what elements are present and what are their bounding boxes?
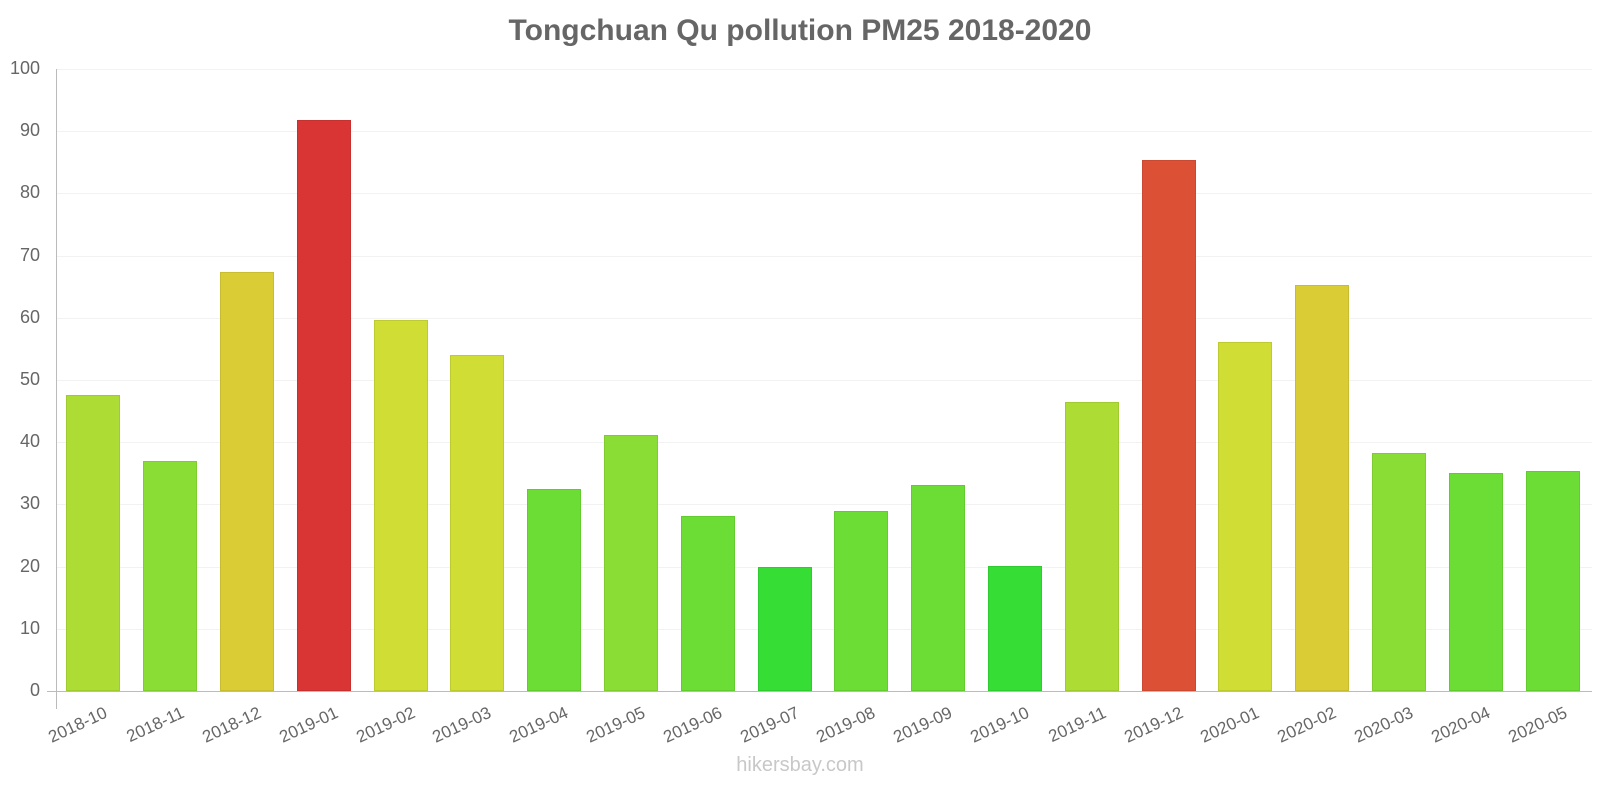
bar-2020-02[interactable] [1295,284,1350,691]
chart-title: Tongchuan Qu pollution PM25 2018-2020 [508,14,1092,47]
x-tick-label: 2020-01 [1197,703,1263,747]
bar-2019-04[interactable] [527,488,582,691]
gridline [56,131,1592,133]
x-tick-label: 2020-02 [1274,703,1340,747]
bar-2019-06[interactable] [680,516,735,691]
x-tick-label: 2019-08 [813,703,879,747]
bar-2019-11[interactable] [1064,401,1119,691]
x-tick-label: 2019-02 [353,703,418,747]
bar-2020-03[interactable] [1372,452,1426,691]
x-tick-label: 2019-04 [506,703,572,747]
x-tick-label: 2019-10 [967,703,1033,747]
x-tick-label: 2018-11 [123,703,188,747]
x-axis-line [47,691,1592,692]
bar-2018-11[interactable] [143,460,198,691]
y-tick-label: 80 [19,182,40,203]
x-tick-label: 2018-12 [199,703,265,747]
bar-2019-02[interactable] [373,320,428,691]
gridline [56,380,1592,381]
x-tick-label: 2020-03 [1351,703,1417,747]
gridline [56,504,1592,506]
bar-2018-10[interactable] [66,394,121,691]
x-tick-label: 2019-09 [890,703,956,747]
y-tick-label: 60 [19,306,40,327]
watermark: hikersbay.com [736,754,864,776]
gridline [56,566,1592,568]
bar-2018-12[interactable] [220,271,274,691]
gridline [56,442,1592,444]
bar-2020-04[interactable] [1448,473,1503,691]
bar-2019-09[interactable] [911,485,966,691]
y-tick-label: 20 [19,555,40,576]
gridline [56,628,1592,630]
y-tick-label: 0 [29,680,40,700]
gridline [56,255,1592,257]
x-tick-label: 2019-11 [1045,703,1109,747]
x-tick-label: 2020-05 [1505,703,1570,747]
x-tick-label: 2020-04 [1428,703,1493,747]
x-tick-label: 2019-12 [1121,703,1186,747]
bar-2019-01[interactable] [296,120,351,691]
y-tick-label: 50 [19,369,40,389]
bar-2019-12[interactable] [1141,159,1196,691]
x-tick-label: 2019-07 [737,703,802,747]
y-tick-label: 90 [19,120,40,141]
y-tick-label: 30 [19,493,40,514]
y-tick-label: 70 [19,244,40,265]
x-tick-label: 2019-06 [660,703,725,747]
bar-2019-08[interactable] [834,511,889,691]
x-tick-label: 2019-03 [429,703,495,747]
x-tick-label: 2018-10 [45,703,111,747]
bar-2019-03[interactable] [450,355,505,691]
bar-2020-01[interactable] [1218,342,1273,691]
gridline [56,193,1592,195]
y-tick-label: 100 [9,58,40,78]
gridline [56,317,1592,319]
gridline [56,69,1592,70]
bar-2019-05[interactable] [604,434,658,691]
y-axis-line [56,69,57,709]
bar-2020-05[interactable] [1525,470,1580,691]
x-tick-label: 2019-05 [583,703,649,747]
y-tick-label: 10 [19,617,40,638]
x-tick-label: 2019-01 [276,703,341,747]
bar-2019-10[interactable] [988,565,1042,691]
plot-area [56,69,1592,692]
bar-2019-07[interactable] [757,567,812,691]
y-tick-label: 40 [19,431,40,452]
